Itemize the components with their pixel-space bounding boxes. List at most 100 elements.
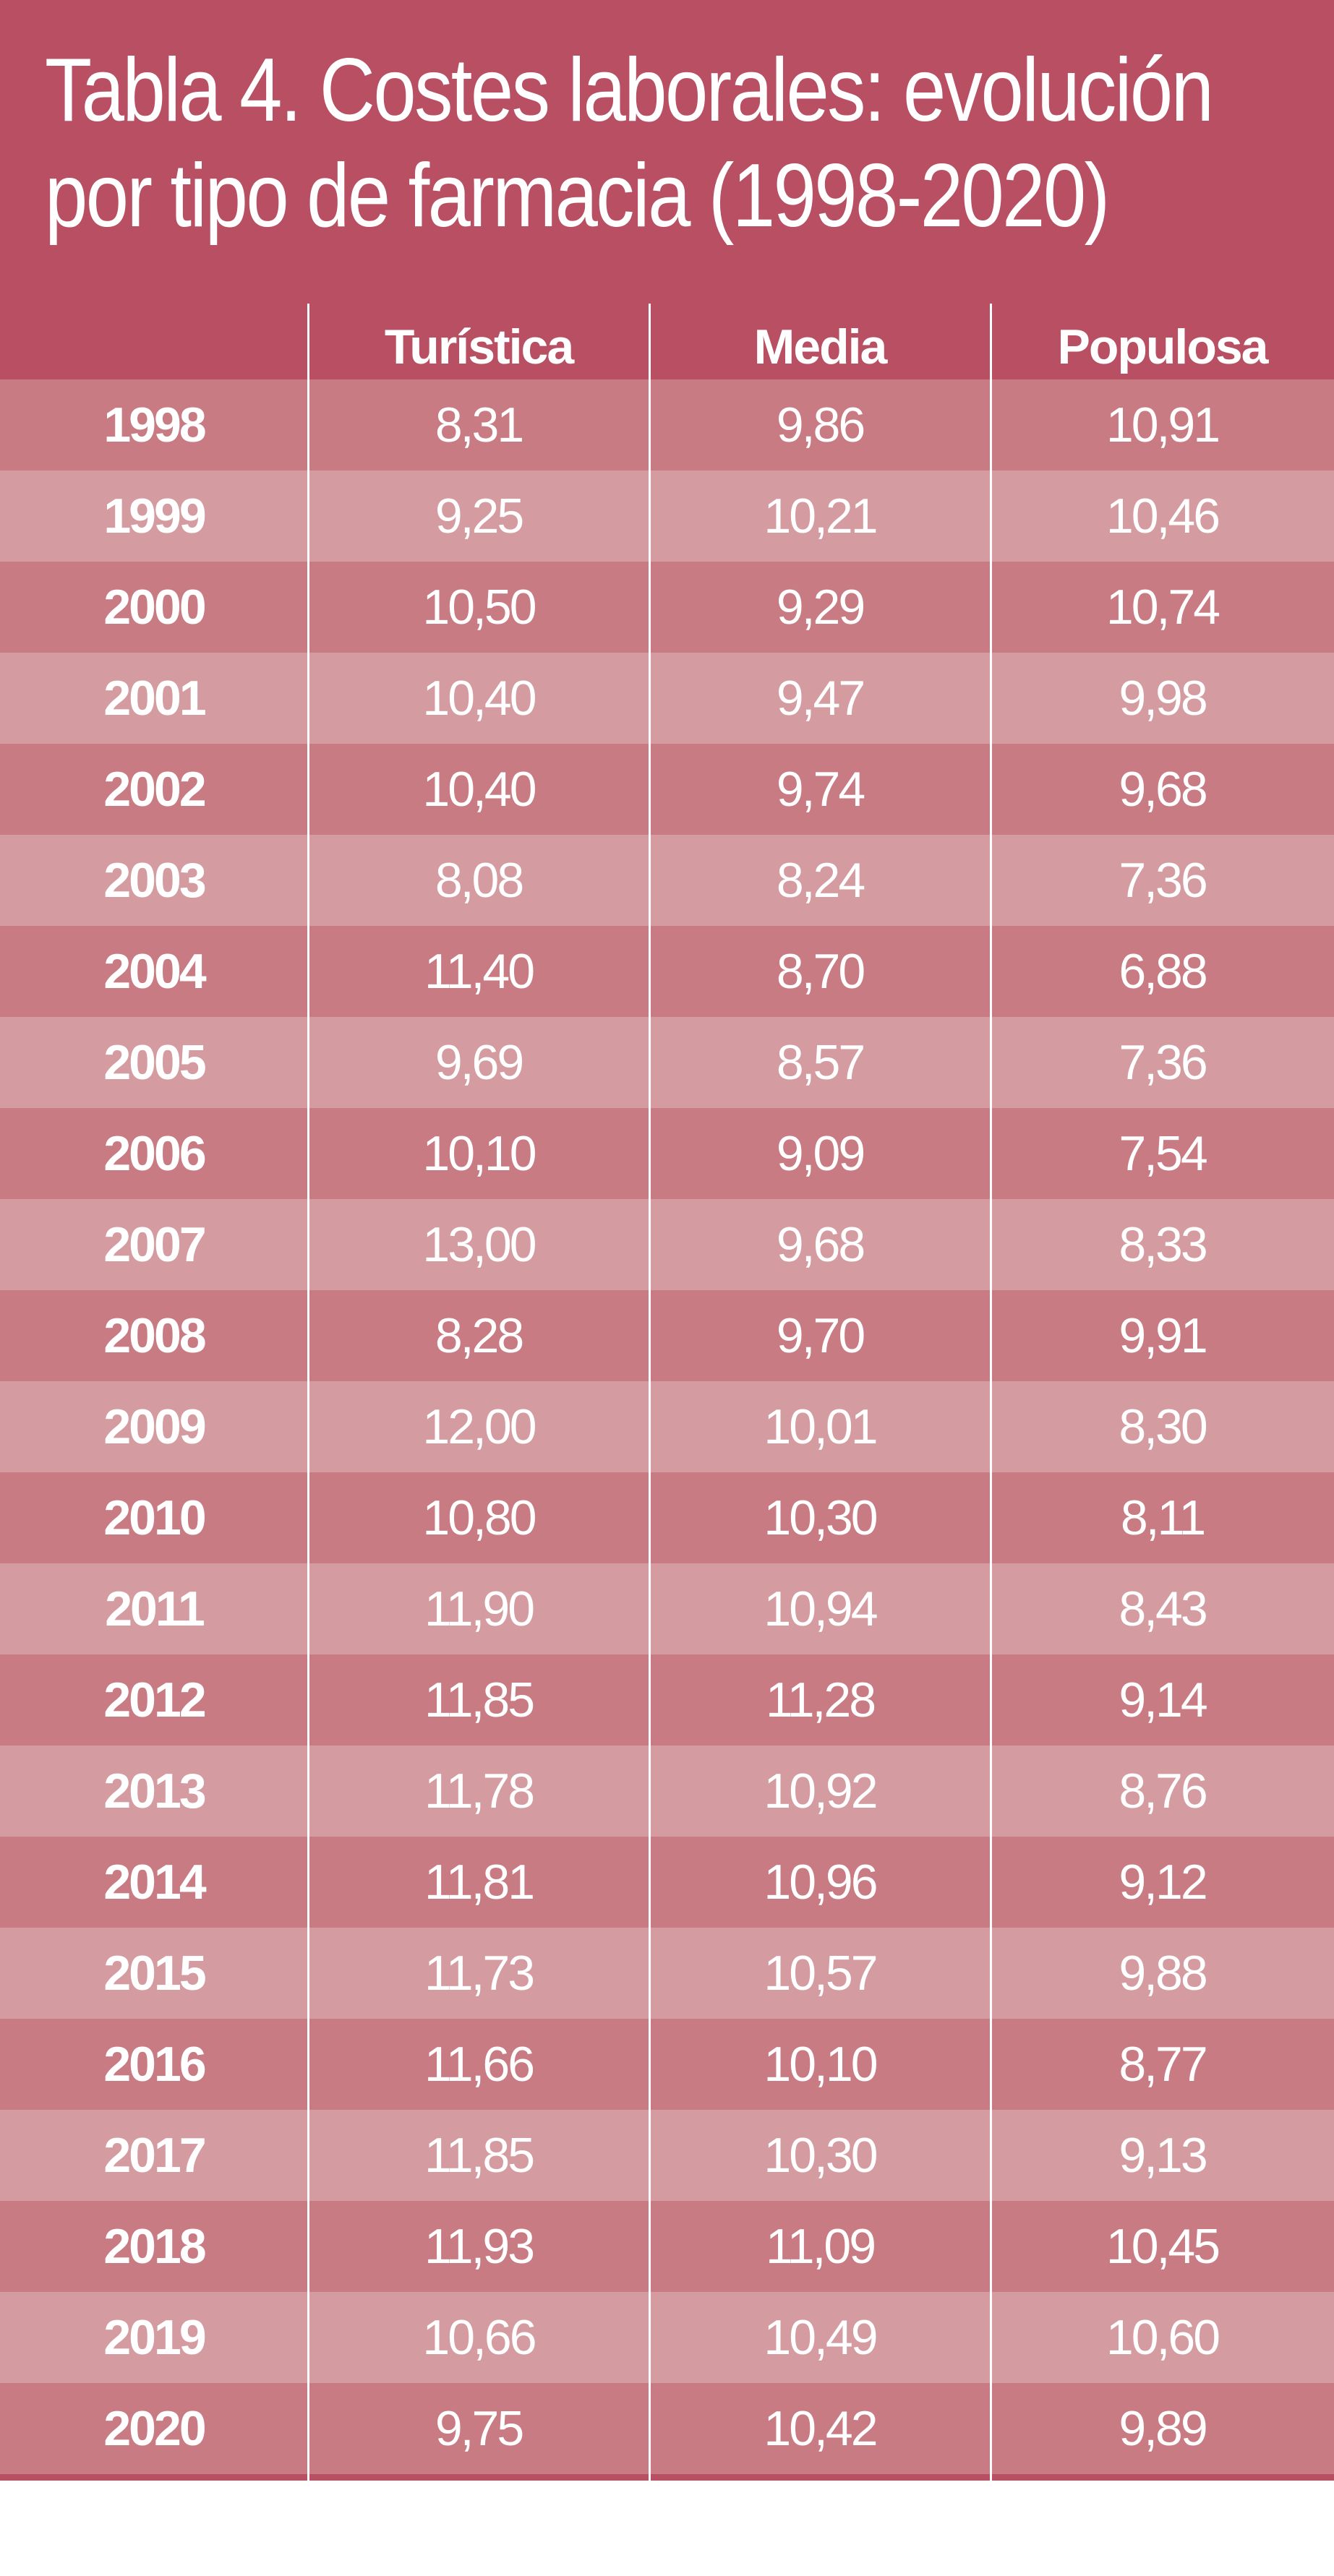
turistica-cell: 11,78 [424, 1764, 535, 1819]
populosa-cell: 9,68 [1119, 762, 1207, 817]
table-row: 2020 9,75 10,42 9,89 [0, 2383, 1334, 2474]
turistica-cell: 12,00 [422, 1399, 536, 1454]
populosa-cell: 10,60 [1106, 2310, 1220, 2365]
media-cell: 9,29 [776, 580, 865, 635]
populosa-cell: 10,91 [1106, 398, 1220, 452]
column-divider-2 [649, 304, 651, 2481]
table-card: Tabla 4. Costes laborales: evolución por… [0, 0, 1334, 2481]
year-cell: 2012 [103, 1673, 206, 1727]
year-cell: 2014 [103, 1855, 206, 1910]
media-cell: 10,57 [764, 1946, 878, 2001]
media-cell: 9,70 [776, 1308, 865, 1363]
media-cell: 10,96 [764, 1855, 878, 1910]
populosa-cell: 8,77 [1119, 2037, 1207, 2092]
year-cell: 2016 [103, 2037, 206, 2092]
populosa-cell: 9,14 [1119, 1673, 1207, 1727]
turistica-cell: 10,40 [422, 762, 536, 817]
table-row: 2009 12,00 10,01 8,30 [0, 1381, 1334, 1472]
year-cell: 2004 [103, 944, 206, 999]
turistica-cell: 8,08 [435, 853, 524, 908]
turistica-cell: 9,25 [435, 489, 524, 544]
turistica-cell: 11,85 [424, 1673, 535, 1727]
table-row: 2012 11,85 11,28 9,14 [0, 1654, 1334, 1746]
populosa-cell: 7,36 [1119, 1035, 1207, 1090]
table-row: 2013 11,78 10,92 8,76 [0, 1746, 1334, 1837]
turistica-cell: 10,50 [422, 580, 536, 635]
table-row: 1998 8,31 9,86 10,91 [0, 379, 1334, 471]
turistica-cell: 11,85 [424, 2128, 535, 2183]
column-divider-1 [307, 304, 309, 2481]
year-cell: 2018 [103, 2219, 206, 2274]
populosa-cell: 7,54 [1119, 1126, 1207, 1181]
populosa-cell: 9,89 [1119, 2401, 1207, 2456]
media-cell: 11,28 [765, 1673, 876, 1727]
turistica-cell: 9,75 [435, 2401, 524, 2456]
populosa-cell: 9,13 [1119, 2128, 1207, 2183]
table-row: 2004 11,40 8,70 6,88 [0, 926, 1334, 1017]
turistica-cell: 10,40 [422, 671, 536, 726]
table-row: 2006 10,10 9,09 7,54 [0, 1108, 1334, 1199]
populosa-cell: 9,98 [1119, 671, 1207, 726]
media-cell: 9,74 [776, 762, 865, 817]
media-cell: 8,57 [776, 1035, 865, 1090]
populosa-cell: 9,91 [1119, 1308, 1207, 1363]
year-cell: 2005 [103, 1035, 206, 1090]
media-cell: 10,49 [764, 2310, 878, 2365]
media-cell: 11,09 [765, 2219, 876, 2274]
populosa-cell: 8,43 [1119, 1581, 1207, 1636]
year-cell: 2011 [105, 1581, 205, 1636]
table-row: 2016 11,66 10,10 8,77 [0, 2019, 1334, 2110]
table-row: 2003 8,08 8,24 7,36 [0, 835, 1334, 926]
media-cell: 8,70 [776, 944, 865, 999]
table-row: 2010 10,80 10,30 8,11 [0, 1472, 1334, 1563]
year-cell: 1998 [103, 398, 206, 452]
media-cell: 10,94 [764, 1581, 878, 1636]
table-row: 2019 10,66 10,49 10,60 [0, 2292, 1334, 2383]
media-cell: 10,30 [764, 1490, 878, 1545]
media-cell: 10,92 [764, 1764, 878, 1819]
year-cell: 2013 [103, 1764, 206, 1819]
table-body: 1998 8,31 9,86 10,91 1999 9,25 10,21 10,46 2000 1… [0, 379, 1334, 2474]
turistica-cell: 11,66 [424, 2037, 535, 2092]
year-cell: 2008 [103, 1308, 206, 1363]
media-cell: 10,10 [764, 2037, 878, 2092]
populosa-cell: 6,88 [1119, 944, 1207, 999]
turistica-cell: 11,90 [424, 1581, 535, 1636]
table-row: 2011 11,90 10,94 8,43 [0, 1563, 1334, 1654]
turistica-cell: 11,73 [424, 1946, 535, 2001]
table-row: 2014 11,81 10,96 9,12 [0, 1837, 1334, 1928]
populosa-cell: 10,45 [1106, 2219, 1220, 2274]
year-cell: 2009 [103, 1399, 206, 1454]
turistica-cell: 8,31 [435, 398, 524, 452]
populosa-cell: 9,12 [1119, 1855, 1207, 1910]
turistica-cell: 11,93 [424, 2219, 535, 2274]
media-cell: 10,01 [764, 1399, 878, 1454]
turistica-cell: 10,80 [422, 1490, 536, 1545]
populosa-cell: 9,88 [1119, 1946, 1207, 2001]
media-cell: 10,42 [764, 2401, 878, 2456]
header-cell-turistica: Turística [384, 319, 574, 374]
year-cell: 2015 [103, 1946, 206, 2001]
year-cell: 2007 [103, 1217, 206, 1272]
table-row: 2000 10,50 9,29 10,74 [0, 562, 1334, 653]
header-cell-media: Media [753, 319, 888, 374]
year-cell: 2019 [103, 2310, 206, 2365]
table-row: 2008 8,28 9,70 9,91 [0, 1290, 1334, 1381]
media-cell: 9,09 [776, 1126, 865, 1181]
media-cell: 9,68 [776, 1217, 865, 1272]
table-row: 2017 11,85 10,30 9,13 [0, 2110, 1334, 2201]
turistica-cell: 10,66 [422, 2310, 536, 2365]
table-row: 2007 13,00 9,68 8,33 [0, 1199, 1334, 1290]
turistica-cell: 11,40 [424, 944, 535, 999]
table-row: 2001 10,40 9,47 9,98 [0, 653, 1334, 744]
data-table: Turística Media Populosa 1998 8,31 9,86 10,… [0, 304, 1334, 2481]
header-cell-populosa: Populosa [1057, 319, 1268, 374]
populosa-cell: 7,36 [1119, 853, 1207, 908]
year-cell: 1999 [103, 489, 206, 544]
column-divider-3 [990, 304, 992, 2481]
turistica-cell: 9,69 [435, 1035, 524, 1090]
year-cell: 2002 [103, 762, 206, 817]
media-cell: 9,47 [776, 671, 865, 726]
populosa-cell: 10,46 [1106, 489, 1220, 544]
year-cell: 2000 [103, 580, 206, 635]
